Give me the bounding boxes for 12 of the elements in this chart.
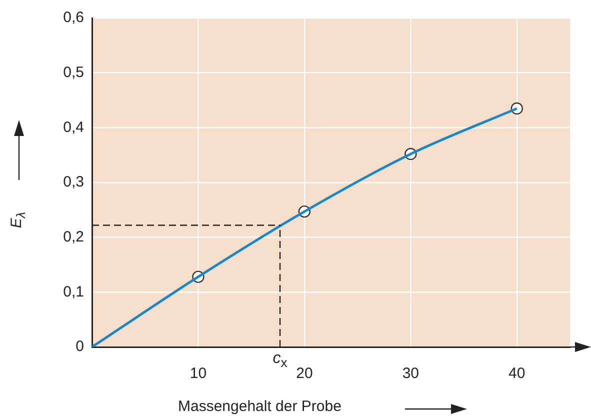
x-tick-label: 30 <box>402 365 420 382</box>
y-tick-label: 0,3 <box>63 174 84 191</box>
y-tick-label: 0,5 <box>63 64 84 81</box>
x-tick-label: 40 <box>508 365 526 382</box>
y-tick-label: 0,6 <box>63 9 84 26</box>
x-tick-label: 20 <box>296 365 313 382</box>
y-tick-label: 0 <box>76 338 84 356</box>
x-tick-label: 10 <box>190 365 207 382</box>
x-axis-title: Massengehalt der Probe <box>178 398 342 415</box>
y-tick-label: 0,4 <box>63 118 84 136</box>
y-tick-label: 0,1 <box>63 283 84 300</box>
y-tick-label: 0,2 <box>63 228 84 246</box>
